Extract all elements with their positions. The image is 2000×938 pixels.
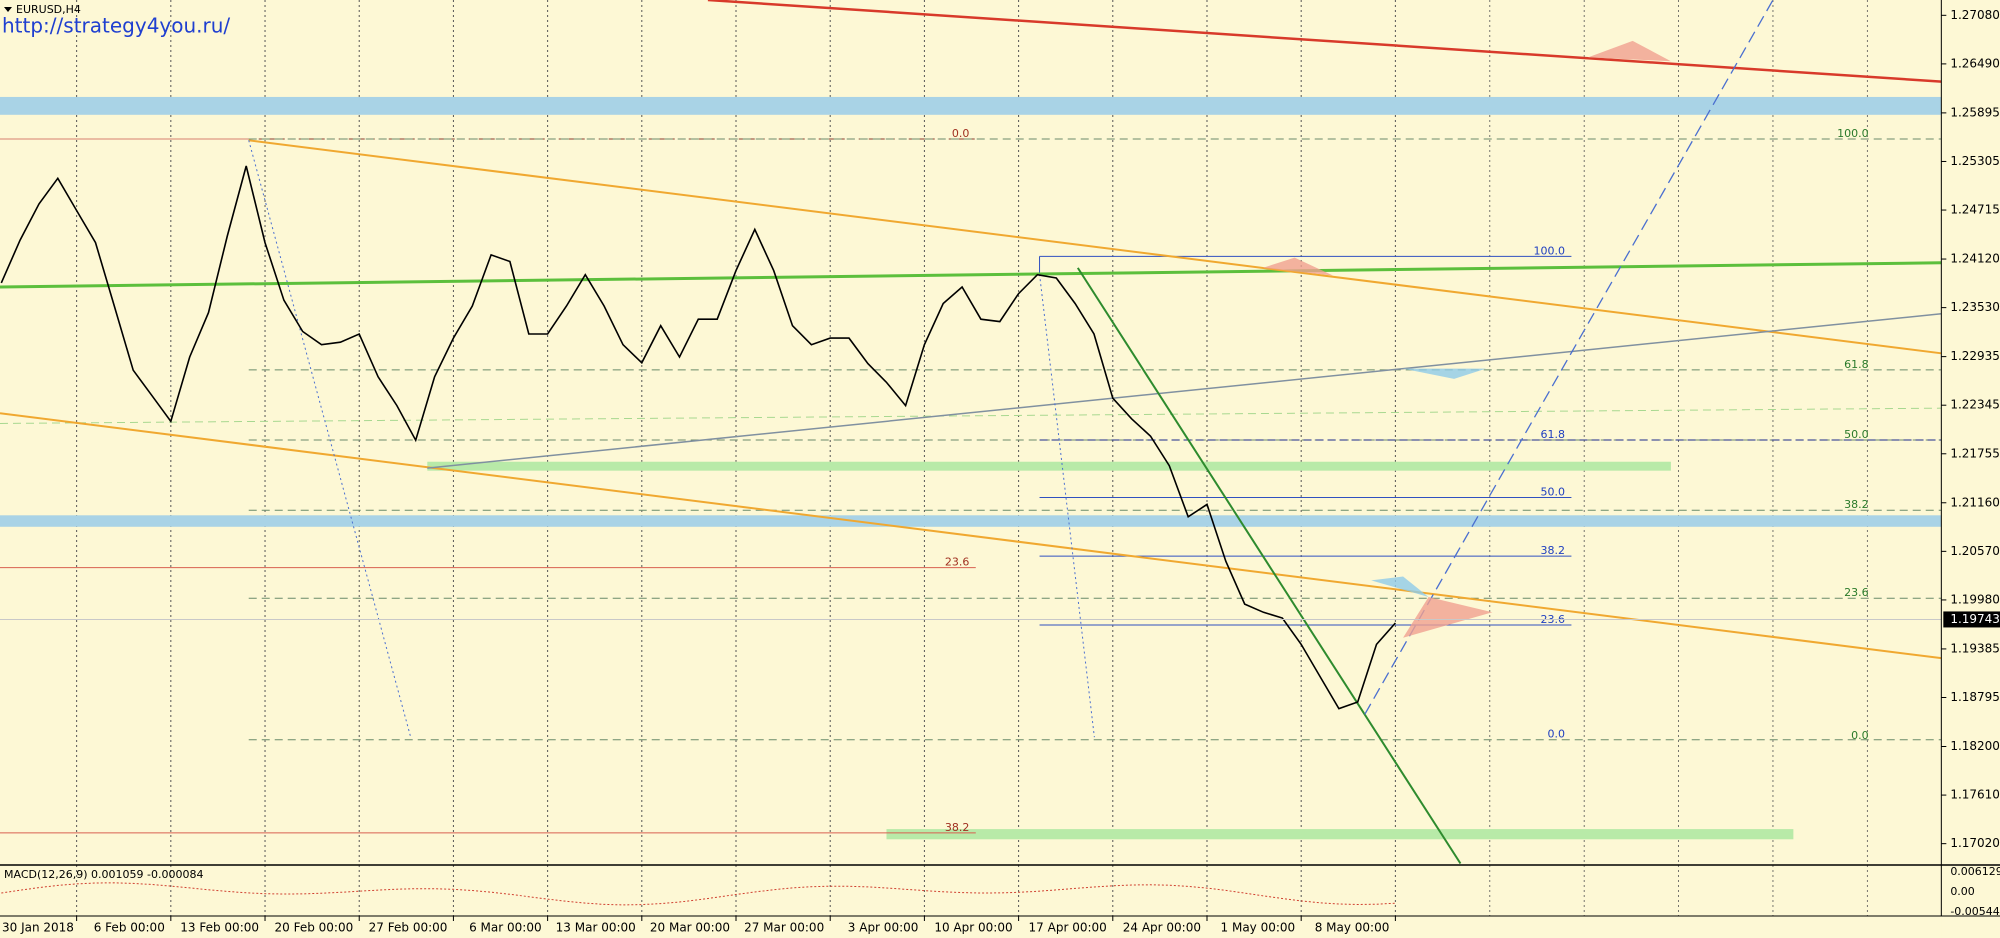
y-tick-label: 1.19980 (1950, 592, 2000, 606)
macd-tick-label: 0.00 (1950, 885, 1975, 898)
fib-label: 50.0 (1844, 428, 1869, 441)
trend-line (0, 407, 1942, 424)
symbol-title: EURUSD,H4 (16, 3, 81, 16)
trend-line (1076, 267, 1462, 865)
site-link[interactable]: http://strategy4you.ru/ (2, 14, 230, 38)
y-tick-label: 1.18200 (1950, 739, 2000, 753)
arrow-marker (1262, 257, 1333, 276)
y-tick-label: 1.22935 (1950, 349, 2000, 363)
x-tick-label: 6 Mar 00:00 (469, 921, 542, 935)
fib-label: 0.0 (952, 127, 970, 140)
fib-label: 61.8 (1844, 358, 1869, 371)
y-tick-label: 1.27080 (1950, 8, 2000, 22)
trend-line (427, 313, 1942, 469)
y-tick-label: 1.25895 (1950, 105, 2000, 119)
fib-label: 50.0 (1541, 485, 1566, 498)
y-tick-label: 1.21755 (1950, 446, 2000, 460)
y-tick-label: 1.20570 (1950, 544, 2000, 558)
trend-line (707, 0, 1942, 83)
zone-band (427, 461, 1671, 471)
channel-line (0, 412, 1942, 660)
y-tick-label: 1.19385 (1950, 641, 2000, 655)
projection-line (248, 140, 412, 738)
macd-title: MACD(12,26,9) 0.001059 -0.000084 (4, 868, 203, 881)
y-tick-label: 1.25305 (1950, 154, 2000, 168)
fib-label: 38.2 (945, 821, 970, 834)
arrow-marker (1403, 596, 1493, 638)
macd-signal (1, 882, 1396, 906)
arrow-marker (1588, 40, 1671, 62)
x-tick-label: 24 Apr 00:00 (1123, 921, 1201, 935)
x-tick-label: 6 Feb 00:00 (94, 921, 165, 935)
fib-label: 38.2 (1541, 544, 1566, 557)
fib-label: 100.0 (1837, 127, 1869, 140)
fib-label: 0.0 (1851, 729, 1869, 742)
current-price-label: 1.19743 (1950, 612, 2000, 626)
support-band (0, 96, 1942, 115)
y-tick-label: 1.22345 (1950, 398, 2000, 412)
trend-line (0, 261, 1942, 289)
fib-label: 61.8 (1541, 428, 1566, 441)
arrow-marker (1371, 576, 1429, 597)
x-tick-label: 30 Jan 2018 (2, 921, 74, 935)
x-tick-label: 10 Apr 00:00 (934, 921, 1012, 935)
y-tick-label: 1.23530 (1950, 300, 2000, 314)
fib-label: 23.6 (945, 556, 970, 569)
arrow-marker (1403, 368, 1486, 379)
menu-arrow (4, 7, 12, 12)
x-tick-label: 1 May 00:00 (1221, 921, 1296, 935)
x-tick-label: 8 May 00:00 (1315, 921, 1390, 935)
projection-line (1364, 0, 1774, 715)
fib-label: 100.0 (1534, 244, 1566, 257)
current-price-box (1943, 611, 2000, 628)
y-tick-label: 1.21160 (1950, 495, 2000, 509)
y-tick-label: 1.17020 (1950, 836, 2000, 850)
x-tick-label: 3 Apr 00:00 (848, 921, 919, 935)
fib-label: 38.2 (1844, 498, 1869, 511)
y-tick-label: 1.26490 (1950, 56, 2000, 70)
macd-tick-label: -0.005443 (1950, 905, 2000, 918)
fib-label: 0.0 (1548, 728, 1566, 741)
x-tick-label: 20 Mar 00:00 (650, 921, 730, 935)
macd-tick-label: 0.006129 (1950, 865, 2000, 878)
y-tick-label: 1.24120 (1950, 252, 2000, 266)
price-line (0, 165, 1396, 710)
support-band (0, 515, 1942, 527)
x-tick-label: 13 Feb 00:00 (180, 921, 259, 935)
channel-line (248, 139, 1942, 355)
x-tick-label: 27 Feb 00:00 (369, 921, 448, 935)
x-tick-label: 17 Apr 00:00 (1029, 921, 1107, 935)
x-tick-label: 27 Mar 00:00 (744, 921, 824, 935)
price-axis-bg (1941, 0, 2000, 938)
y-tick-label: 1.17610 (1950, 788, 2000, 802)
y-tick-label: 1.24715 (1950, 203, 2000, 217)
y-tick-label: 1.18795 (1950, 690, 2000, 704)
x-tick-label: 13 Mar 00:00 (556, 921, 636, 935)
zone-band (886, 829, 1794, 840)
fib-label: 23.6 (1844, 586, 1869, 599)
x-tick-label: 20 Feb 00:00 (274, 921, 353, 935)
